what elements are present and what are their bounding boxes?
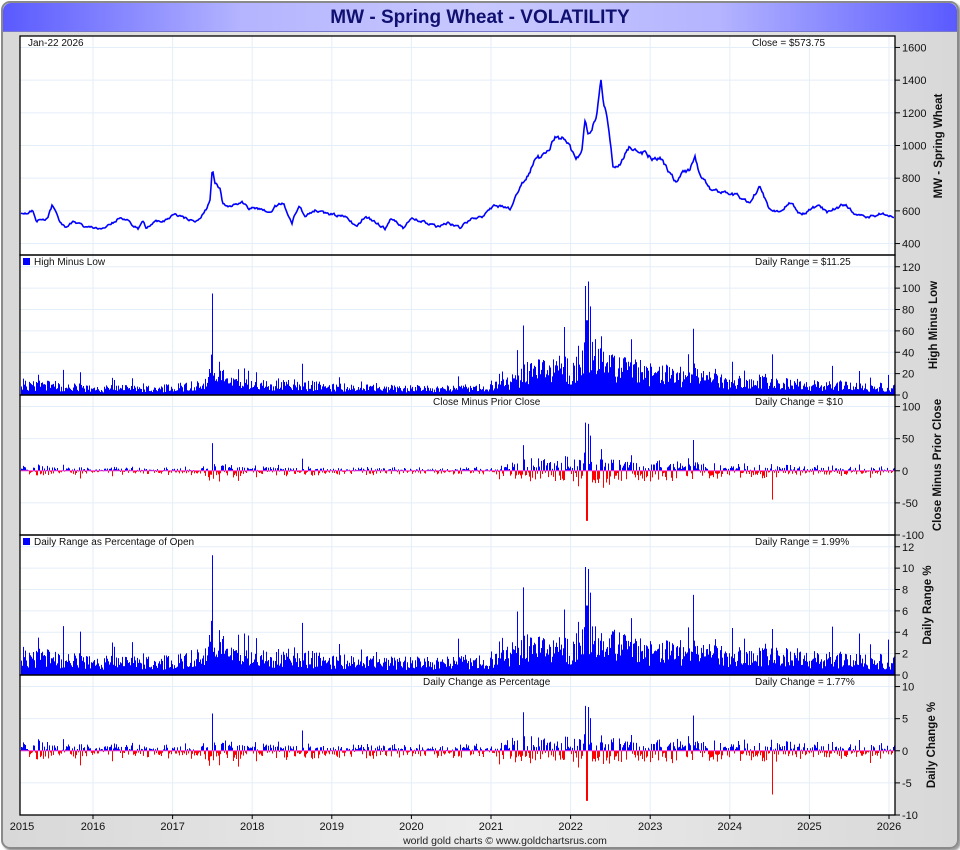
value-tick-label: -100 xyxy=(902,530,924,542)
value-tick-label: 600 xyxy=(902,206,920,218)
value-tick-label: 60 xyxy=(902,326,914,338)
year-tick-label: 2016 xyxy=(81,821,105,833)
value-tick-label: 10 xyxy=(902,682,914,694)
value-tick-label: 10 xyxy=(902,563,914,575)
value-tick-label: 40 xyxy=(902,347,914,359)
chart-title: MW - Spring Wheat - VOLATILITY xyxy=(3,3,957,32)
value-tick-label: 800 xyxy=(902,173,920,185)
value-tick-label: 100 xyxy=(902,283,920,295)
value-tick-label: 50 xyxy=(902,434,914,446)
value-tick-label: 120 xyxy=(902,262,920,274)
date-label: Jan-22 2026 xyxy=(28,38,84,49)
axis-title-range-pct: Daily Range % xyxy=(922,565,934,644)
change-pct-readout: Daily Change = 1.77% xyxy=(755,677,855,688)
legend-swatch-range-pct xyxy=(23,538,30,545)
year-tick-label: 2021 xyxy=(479,821,503,833)
value-tick-label: 0 xyxy=(902,670,908,682)
year-tick-label: 2022 xyxy=(558,821,582,833)
value-tick-label: 6 xyxy=(902,606,908,618)
year-tick-label: 2017 xyxy=(160,821,184,833)
year-tick-label: 2019 xyxy=(320,821,344,833)
price-line xyxy=(20,79,895,232)
value-tick-label: 0 xyxy=(902,746,908,758)
value-tick-label: 1200 xyxy=(902,108,926,120)
year-tick-label: 2015 xyxy=(10,821,34,833)
axis-title-close-change: Close Minus Prior Close xyxy=(932,399,944,531)
value-tick-label: 12 xyxy=(902,542,914,554)
value-tick-label: 4 xyxy=(902,627,908,639)
value-tick-label: 1600 xyxy=(902,42,926,54)
year-tick-label: 2024 xyxy=(718,821,742,833)
value-tick-label: 5 xyxy=(902,714,908,726)
legend-swatch-high-low xyxy=(23,258,30,265)
plot-background xyxy=(20,36,895,815)
value-tick-label: -5 xyxy=(902,778,912,790)
daily-change-readout: Daily Change = $10 xyxy=(755,397,844,408)
value-tick-label: 100 xyxy=(902,402,920,414)
axis-title-high-low: High Minus Low xyxy=(928,281,940,369)
value-tick-label: 400 xyxy=(902,239,920,251)
change_pct-panel-frame xyxy=(19,674,896,816)
year-tick-label: 2026 xyxy=(877,821,901,833)
legend-range-pct: Daily Range as Percentage of Open xyxy=(34,537,194,548)
value-tick-label: -10 xyxy=(902,810,918,822)
axis-title-change-pct: Daily Change % xyxy=(926,702,938,788)
value-tick-label: -50 xyxy=(902,498,918,510)
year-tick-label: 2023 xyxy=(638,821,662,833)
legend-high-low: High Minus Low xyxy=(34,257,106,268)
value-tick-label: 0 xyxy=(902,390,908,402)
value-tick-label: 2 xyxy=(902,649,908,661)
value-tick-label: 8 xyxy=(902,585,908,597)
year-tick-label: 2018 xyxy=(240,821,264,833)
legend-change-pct: Daily Change as Percentage xyxy=(423,677,551,688)
footer-credit: world gold charts © www.goldchartsrus.co… xyxy=(402,835,607,847)
value-tick-label: 20 xyxy=(902,369,914,381)
value-tick-label: 80 xyxy=(902,305,914,317)
close-readout: Close = $573.75 xyxy=(752,38,826,49)
value-tick-label: 0 xyxy=(902,466,908,478)
chart-marks xyxy=(20,79,895,801)
year-tick-label: 2020 xyxy=(399,821,423,833)
range-pct-readout: Daily Range = 1.99% xyxy=(755,537,849,548)
axis-title-price: MW - Spring Wheat xyxy=(933,93,945,198)
value-tick-label: 1000 xyxy=(902,141,926,153)
year-tick-label: 2025 xyxy=(797,821,821,833)
value-tick-label: 1400 xyxy=(902,75,926,87)
legend-close-change: Close Minus Prior Close xyxy=(433,397,541,408)
axis-ticks: 2015 2016 2017 2018 2019 2020 2021 2022 2023 2024… xyxy=(10,42,927,833)
daily-range-readout: Daily Range = $11.25 xyxy=(755,257,851,268)
